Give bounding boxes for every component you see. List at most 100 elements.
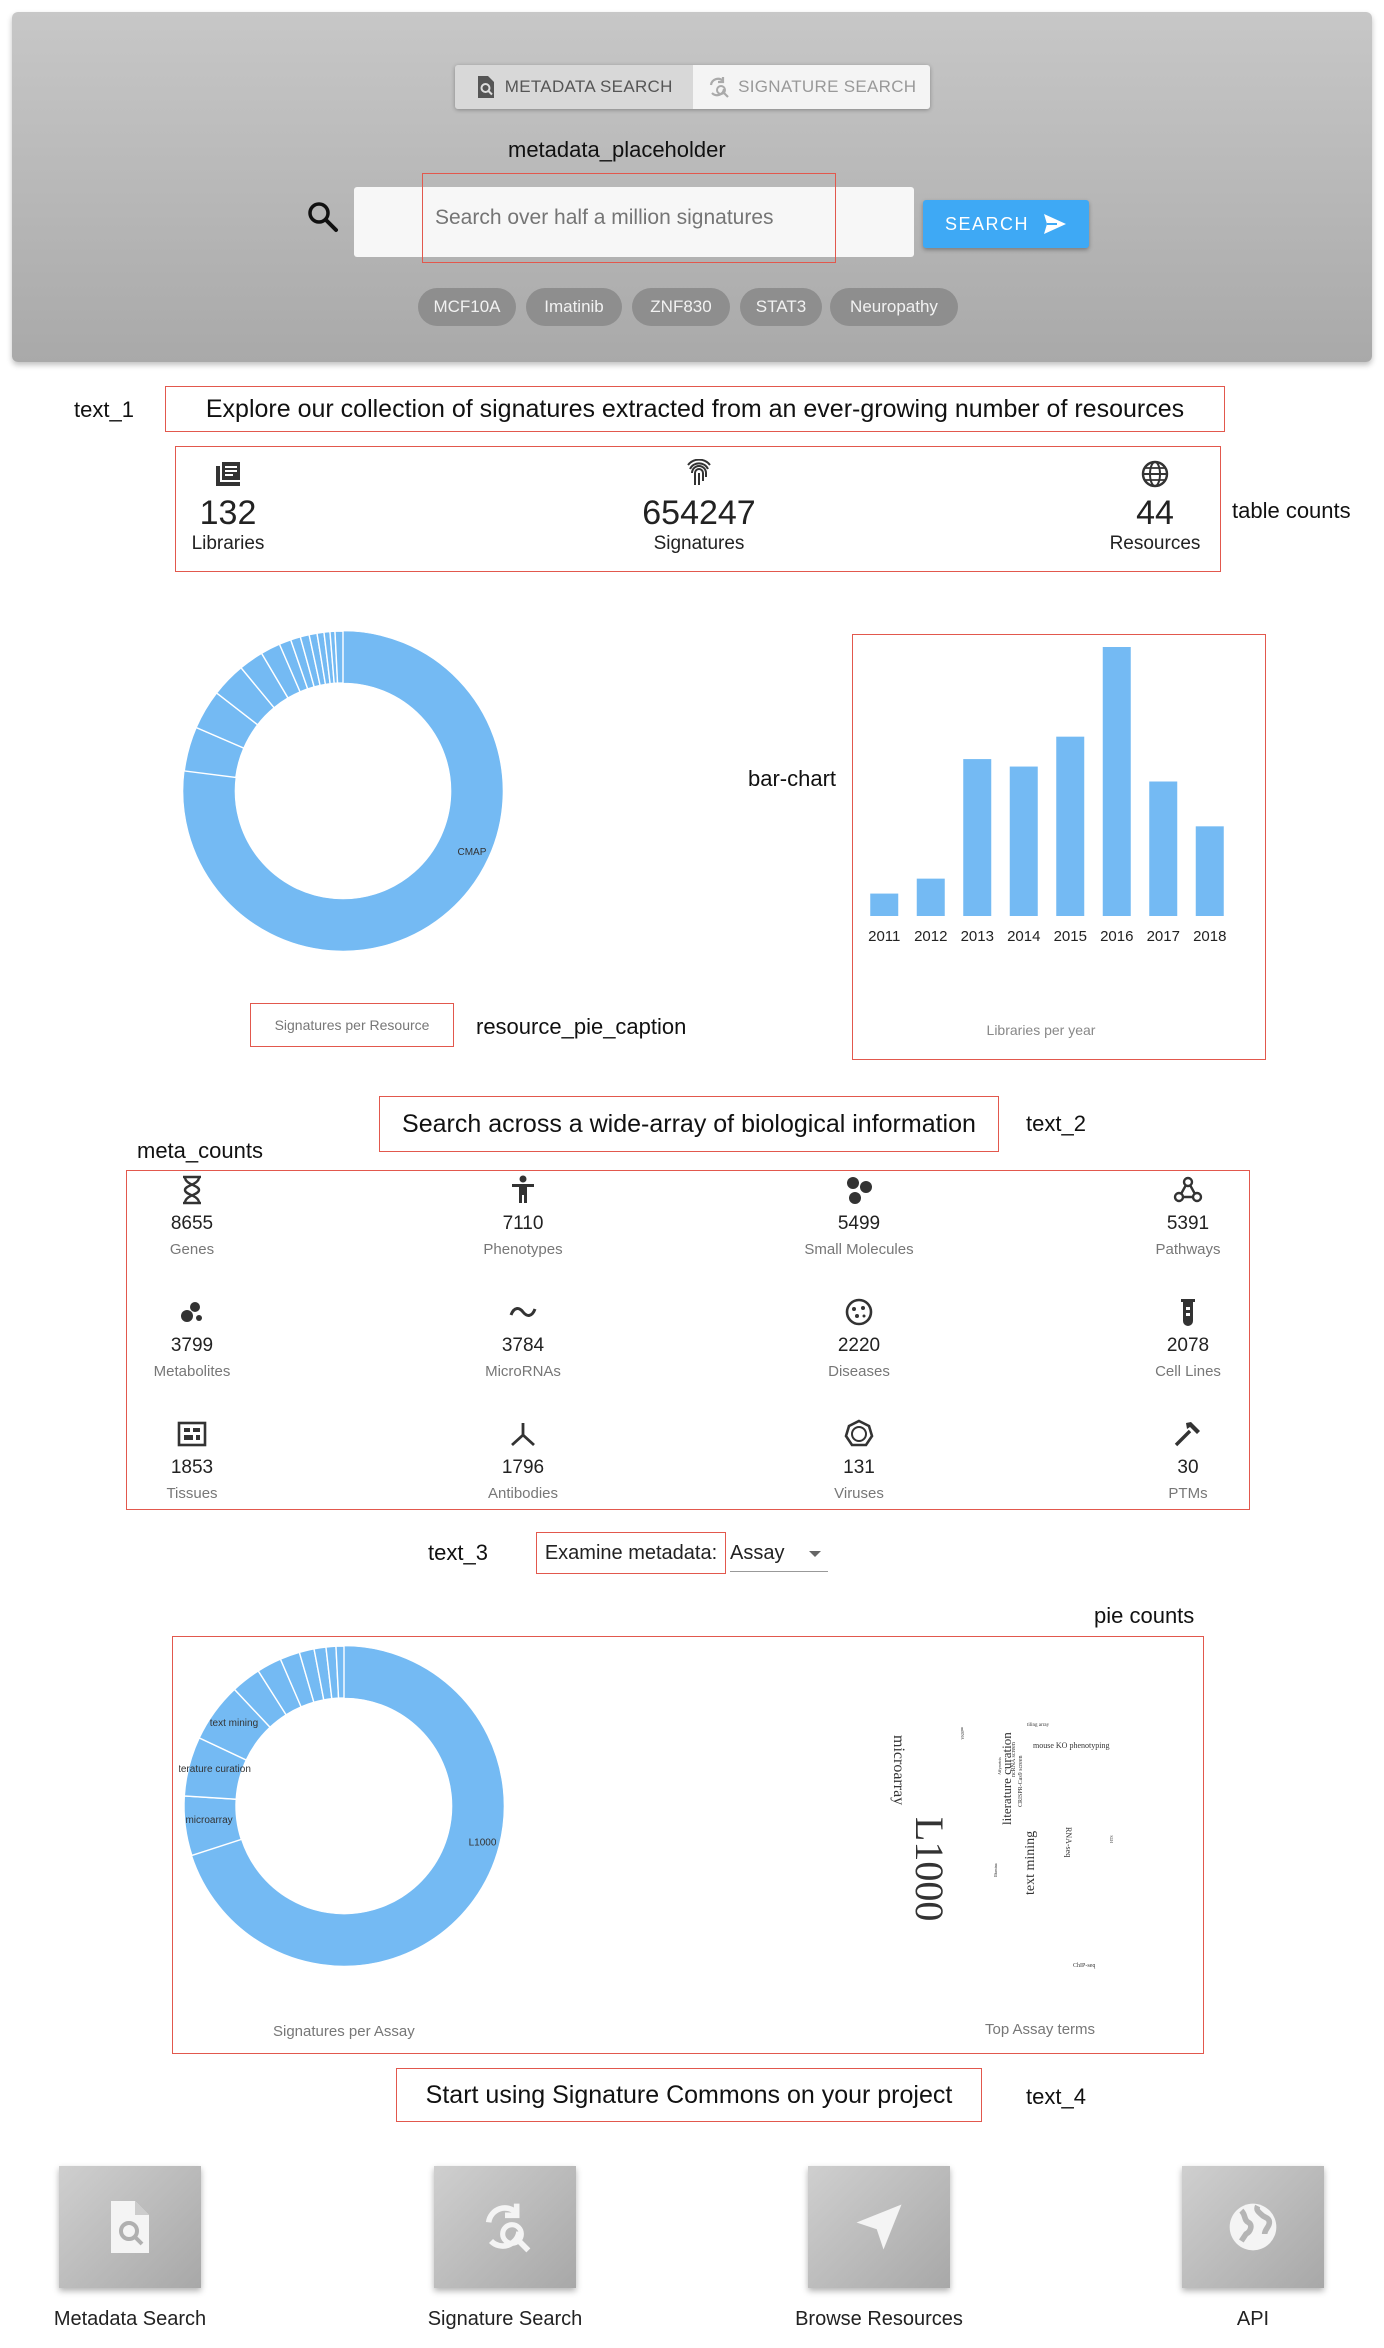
person-icon (458, 1173, 588, 1207)
bar-tick-label: 2013 (961, 928, 994, 945)
tab-metadata-search[interactable]: METADATA SEARCH (455, 65, 693, 109)
meta-count-value: 30 (1177, 1457, 1199, 1478)
bar[interactable] (1195, 826, 1224, 916)
metadata-search-tile[interactable] (59, 2166, 201, 2288)
wordcloud-term[interactable]: HTS (1109, 1835, 1114, 1843)
send-icon (1044, 214, 1066, 234)
globe-icon (1141, 460, 1169, 488)
assay-pie-caption: Signatures per Assay (273, 2023, 415, 2040)
meta-count-label: Phenotypes (483, 1241, 563, 1258)
metadata-search-tile-label[interactable]: Metadata Search (53, 2308, 207, 2330)
bar[interactable] (1102, 647, 1131, 916)
meta-count-label: Pathways (1155, 1241, 1221, 1258)
send-icon (856, 2204, 902, 2250)
meta-count-tissues[interactable]: 1853 Tissues (127, 1417, 257, 1502)
meta-count-micrornas[interactable]: 3784 MicroRNAs (458, 1295, 588, 1380)
signature-search-tile-label[interactable]: Signature Search (427, 2308, 583, 2330)
meta-count-diseases[interactable]: 2220 Diseases (794, 1295, 924, 1380)
wordcloud-term[interactable]: mouse KO phenotyping (1033, 1741, 1110, 1750)
bar[interactable] (963, 759, 992, 916)
wordcloud-term[interactable]: microarray (890, 1735, 907, 1806)
meta-count-label: Cell Lines (1155, 1363, 1221, 1380)
meta-count-label: MicroRNAs (485, 1363, 561, 1380)
search-button[interactable]: SEARCH (923, 200, 1089, 248)
meta-count-pathways[interactable]: 5391 Pathways (1123, 1173, 1253, 1258)
suggestion-chip[interactable]: ZNF830 (632, 288, 730, 326)
meta-count-cell-lines[interactable]: 2078 Cell Lines (1123, 1295, 1253, 1380)
bar[interactable] (1009, 766, 1038, 916)
pie-slice[interactable] (182, 630, 504, 952)
meta-count-metabolites[interactable]: 3799 Metabolites (127, 1295, 257, 1380)
resource-pie-chart: CMAP (182, 630, 504, 952)
meta-counts: 8655 Genes 7110 Phenotypes 5499 Small Molecul… (126, 1170, 1250, 1510)
wordcloud-term[interactable]: miRNA (960, 1727, 965, 1740)
meta-count-phenotypes[interactable]: 7110 Phenotypes (458, 1173, 588, 1258)
bar[interactable] (916, 878, 945, 916)
browse-resources-tile-label[interactable]: Browse Resources (795, 2308, 963, 2330)
meta-count-ptms[interactable]: 30 PTMs (1123, 1417, 1253, 1502)
pie-slice[interactable] (191, 1645, 505, 1967)
wordcloud-term[interactable]: RNA-seq (1064, 1827, 1073, 1858)
wordcloud-term[interactable]: L1000 (907, 1817, 952, 1922)
annotation-text-3: text_3 (428, 1540, 488, 1565)
suggestion-chip[interactable]: STAT3 (740, 288, 822, 326)
meta-count-genes[interactable]: 8655 Genes (127, 1173, 257, 1258)
wordcloud-term[interactable]: ncRNA screen (1011, 1742, 1017, 1777)
annotation-resource-pie-caption: resource_pie_caption (476, 1014, 687, 1039)
suggestion-chip[interactable]: Neuropathy (830, 288, 958, 326)
wordcloud-term[interactable]: Affymetrix (997, 1757, 1002, 1775)
bar[interactable] (1056, 736, 1085, 916)
signature-search-tile[interactable] (434, 2166, 576, 2288)
api-tile[interactable] (1182, 2166, 1324, 2288)
wordcloud-term[interactable]: ChIP-seq (1073, 1963, 1096, 1969)
virus-icon (794, 1417, 924, 1451)
fingerprint-icon (687, 458, 711, 485)
api-tile-label[interactable]: API (1236, 2308, 1270, 2330)
pie-slice-label: CMAP (458, 847, 487, 858)
pie-slice[interactable] (335, 1645, 345, 1699)
resource-pie-caption: Signatures per Resource (274, 1017, 430, 1033)
test-tube-icon (1123, 1295, 1253, 1329)
suggestion-chip[interactable]: MCF10A (418, 288, 516, 326)
tab-signature-search[interactable]: SIGNATURE SEARCH (692, 65, 930, 109)
metadata-select[interactable]: Assay (730, 1536, 828, 1572)
bar-tick-label: 2014 (1007, 928, 1040, 945)
metadata-search-icon (111, 2201, 149, 2253)
pie-slice-label: text mining (210, 1718, 258, 1729)
meta-count-label: Small Molecules (804, 1241, 914, 1258)
annotation-meta-counts: meta_counts (137, 1138, 263, 1163)
meta-count-antibodies[interactable]: 1796 Antibodies (458, 1417, 588, 1502)
suggestion-chip[interactable]: Imatinib (526, 288, 622, 326)
signature-search-icon (485, 2203, 531, 2253)
search-mode-toggle: METADATA SEARCH SIGNATURE SEARCH (455, 65, 930, 109)
signature-search-icon (710, 77, 729, 98)
meta-count-viruses[interactable]: 131 Viruses (794, 1417, 924, 1502)
molecule-icon (794, 1173, 924, 1207)
count-value: 654247 (642, 494, 756, 532)
wordcloud-term[interactable]: CRISPR-Cas9 screen (1018, 1755, 1024, 1808)
wordcloud-term[interactable]: tiling array (1027, 1723, 1050, 1728)
chevron-down-icon (809, 1550, 821, 1557)
meta-count-label: Metabolites (153, 1363, 231, 1380)
tab-label: METADATA SEARCH (504, 77, 673, 96)
pie-slice[interactable] (334, 630, 344, 684)
browse-resources-tile[interactable] (808, 2166, 950, 2288)
wordcloud-term[interactable]: Illumina (993, 1863, 998, 1877)
bar-chart-caption: Libraries per year (987, 1022, 1096, 1038)
search-icon (308, 202, 338, 232)
search-across-heading: Search across a wide-array of biological… (379, 1096, 999, 1152)
library-books-icon (216, 462, 240, 486)
search-input[interactable] (422, 173, 836, 263)
count-resources: 44 Resources (1100, 459, 1210, 555)
meta-count-label: Viruses (834, 1485, 884, 1502)
meta-count-label: PTMs (1168, 1485, 1208, 1502)
bar[interactable] (1149, 781, 1178, 917)
tilde-icon (458, 1295, 588, 1329)
meta-count-value: 3799 (170, 1335, 214, 1356)
meta-count-small-molecules[interactable]: 5499 Small Molecules (794, 1173, 924, 1258)
bar[interactable] (870, 893, 899, 916)
bar-tick-label: 2016 (1100, 928, 1133, 945)
annotation-text-2: text_2 (1026, 1111, 1086, 1136)
wordcloud-term[interactable]: text mining (1023, 1830, 1038, 1895)
pathway-icon (1123, 1173, 1253, 1207)
